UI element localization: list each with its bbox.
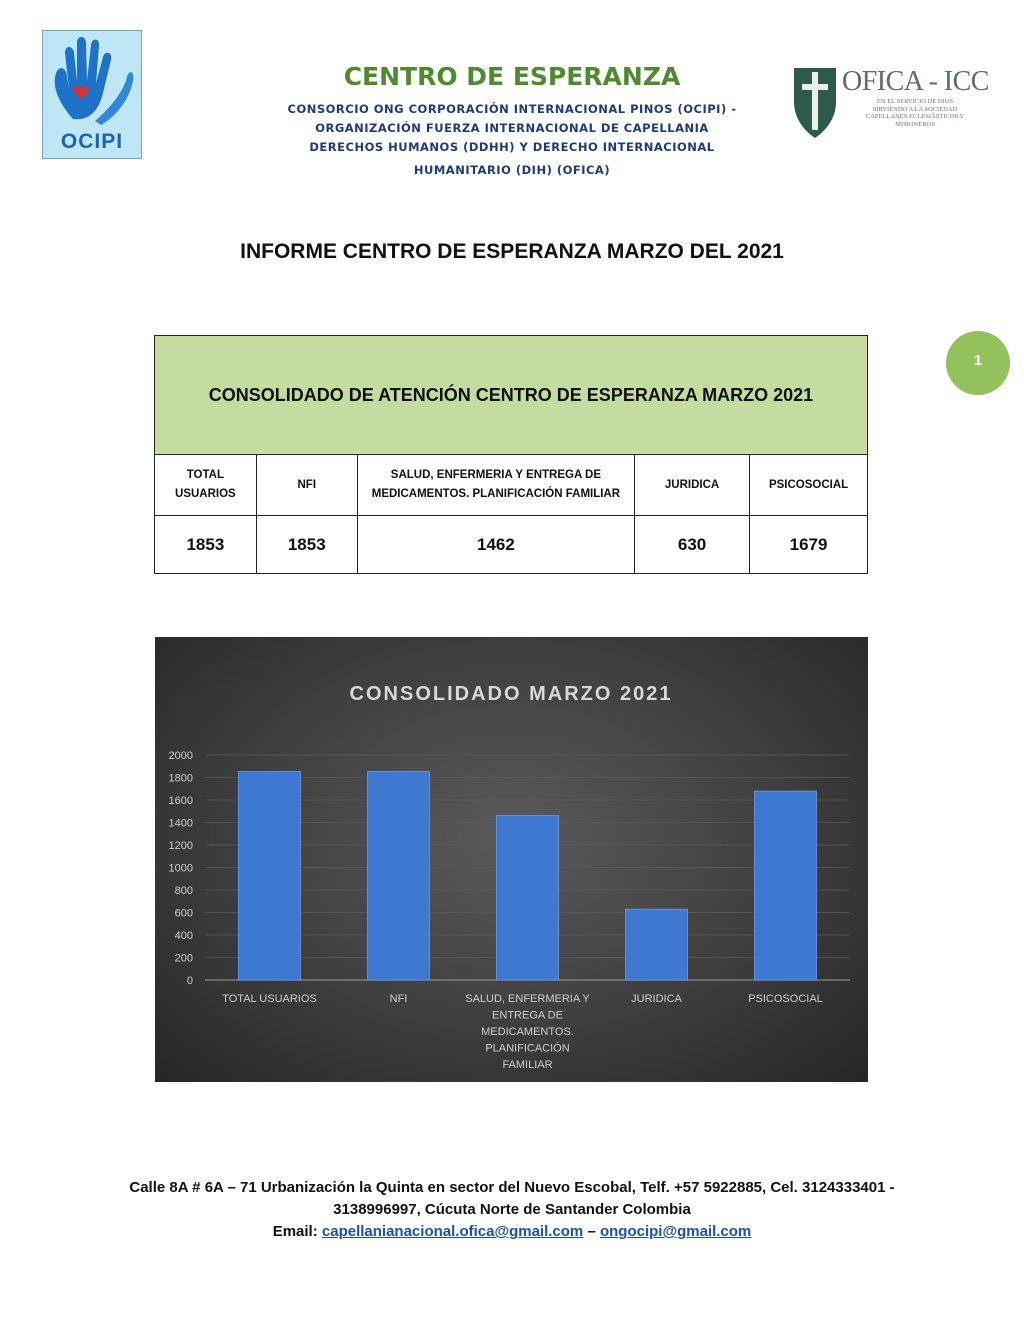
report-title: INFORME CENTRO DE ESPERANZA MARZO DEL 20…	[0, 240, 1024, 264]
column-header-nfi: NFI	[256, 455, 357, 516]
table-cell: 630	[635, 516, 750, 574]
column-header-juridica: JURIDICA	[635, 455, 750, 516]
organization-title: CENTRO DE ESPERANZA	[200, 62, 824, 91]
bar	[497, 816, 559, 980]
bar	[239, 772, 301, 980]
attendance-table: CONSOLIDADO DE ATENCIÓN CENTRO DE ESPERA…	[154, 335, 868, 574]
table-cell: 1853	[155, 516, 257, 574]
y-tick-label: 600	[175, 908, 193, 920]
y-tick-label: 1200	[169, 840, 193, 852]
ocipi-logo: OCIPI	[42, 30, 142, 159]
y-tick-label: 800	[175, 885, 193, 897]
organization-subtitle: CONSORCIO ONG CORPORACIÓN INTERNACIONAL …	[250, 100, 774, 180]
subtitle-line: HUMANITARIO (DIH) (OFICA)	[250, 161, 774, 180]
ocipi-logo-text: OCIPI	[43, 130, 141, 154]
x-tick-label: TOTAL USUARIOS	[222, 993, 317, 1005]
table-title: CONSOLIDADO DE ATENCIÓN CENTRO DE ESPERA…	[155, 336, 868, 455]
x-tick-label: ENTREGA DE	[492, 1010, 563, 1022]
y-tick-label: 2000	[169, 750, 193, 762]
x-tick-label: SALUD, ENFERMERIA Y	[465, 993, 590, 1005]
bar	[755, 791, 817, 980]
hands-heart-icon	[43, 31, 141, 131]
y-tick-label: 1400	[169, 818, 193, 830]
y-tick-label: 1000	[169, 863, 193, 875]
chart-canvas: CONSOLIDADO MARZO 2021 0 200 400 600 800 1000 1…	[155, 637, 868, 1082]
subtitle-line: DERECHOS HUMANOS (DDHH) Y DERECHO INTERN…	[309, 140, 714, 154]
column-header-salud: SALUD, ENFERMERIA Y ENTREGA DE MEDICAMEN…	[357, 455, 634, 516]
page-number-badge: 1	[946, 331, 1010, 395]
y-tick-label: 1600	[169, 795, 193, 807]
column-header-total-usuarios: TOTAL USUARIOS	[155, 455, 257, 516]
shield-cross-icon	[790, 62, 840, 140]
subtitle-line: CONSORCIO ONG CORPORACIÓN INTERNACIONAL …	[288, 102, 737, 116]
x-tick-label: FAMILIAR	[502, 1059, 552, 1071]
y-tick-label: 1800	[169, 773, 193, 785]
ofica-logo: OFICA - ICC EN EL SERVICIO DE DIOS SIRVI…	[790, 62, 990, 142]
ofica-logo-tagline: EN EL SERVICIO DE DIOS SIRVIENDO A LA SO…	[860, 98, 970, 128]
bar	[368, 772, 430, 980]
footer-email-line: Email: capellanianacional.ofica@gmail.co…	[60, 1221, 964, 1243]
subtitle-line: ORGANIZACIÓN FUERZA INTERNACIONAL DE CAP…	[315, 121, 709, 135]
email-link-ofica[interactable]: capellanianacional.ofica@gmail.com	[322, 1223, 583, 1240]
y-tick-label: 400	[175, 930, 193, 942]
column-header-psicosocial: PSICOSOCIAL	[750, 455, 868, 516]
ofica-logo-text: OFICA - ICC	[842, 66, 989, 98]
bar	[626, 909, 688, 980]
footer-address-line: 3138996997, Cúcuta Norte de Santander Co…	[60, 1199, 964, 1221]
y-tick-label: 0	[187, 975, 193, 987]
chart-title: CONSOLIDADO MARZO 2021	[350, 683, 673, 705]
email-separator: –	[587, 1223, 595, 1240]
x-tick-label: MEDICAMENTOS.	[481, 1026, 574, 1038]
table-cell: 1462	[357, 516, 634, 574]
x-tick-label: PLANIFICACIÓN	[485, 1042, 569, 1055]
footer-address-line: Calle 8A # 6A – 71 Urbanización la Quint…	[60, 1177, 964, 1199]
bar-chart: CONSOLIDADO MARZO 2021 0 200 400 600 800 1000 1…	[155, 637, 868, 1082]
email-link-ocipi[interactable]: ongocipi@gmail.com	[600, 1223, 751, 1240]
email-label: Email:	[273, 1223, 318, 1240]
footer: Calle 8A # 6A – 71 Urbanización la Quint…	[60, 1177, 964, 1243]
x-tick-label: JURIDICA	[631, 993, 682, 1005]
table-cell: 1679	[750, 516, 868, 574]
x-tick-label: NFI	[390, 993, 408, 1005]
y-tick-label: 200	[175, 953, 193, 965]
x-tick-label: PSICOSOCIAL	[748, 993, 823, 1005]
table-cell: 1853	[256, 516, 357, 574]
